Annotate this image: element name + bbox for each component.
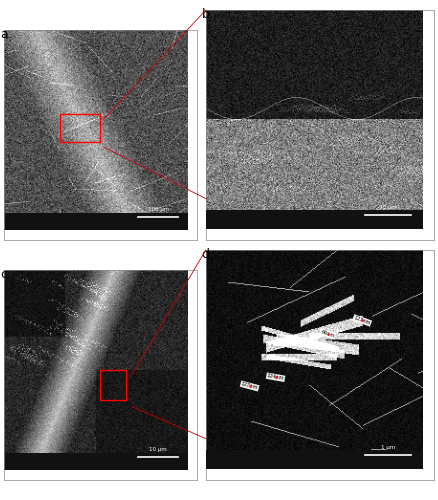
Bar — [5, 213, 188, 230]
Bar — [60, 114, 100, 142]
Bar — [206, 450, 423, 469]
Text: d.: d. — [201, 248, 213, 260]
Bar — [100, 370, 126, 400]
Text: 100 µm: 100 µm — [148, 207, 169, 212]
Text: a.: a. — [0, 28, 12, 40]
Text: b.: b. — [201, 8, 213, 20]
Bar — [206, 210, 423, 229]
Text: 123nm: 123nm — [353, 315, 371, 326]
Text: 124nm: 124nm — [267, 374, 285, 381]
Text: 10 µm: 10 µm — [149, 447, 167, 452]
Bar — [5, 453, 188, 470]
Text: 127nm: 127nm — [240, 382, 259, 390]
Text: 66nm: 66nm — [320, 328, 335, 338]
Text: 30 µm: 30 µm — [379, 205, 397, 210]
Text: c.: c. — [0, 268, 11, 280]
Text: 1 µm: 1 µm — [381, 445, 395, 450]
